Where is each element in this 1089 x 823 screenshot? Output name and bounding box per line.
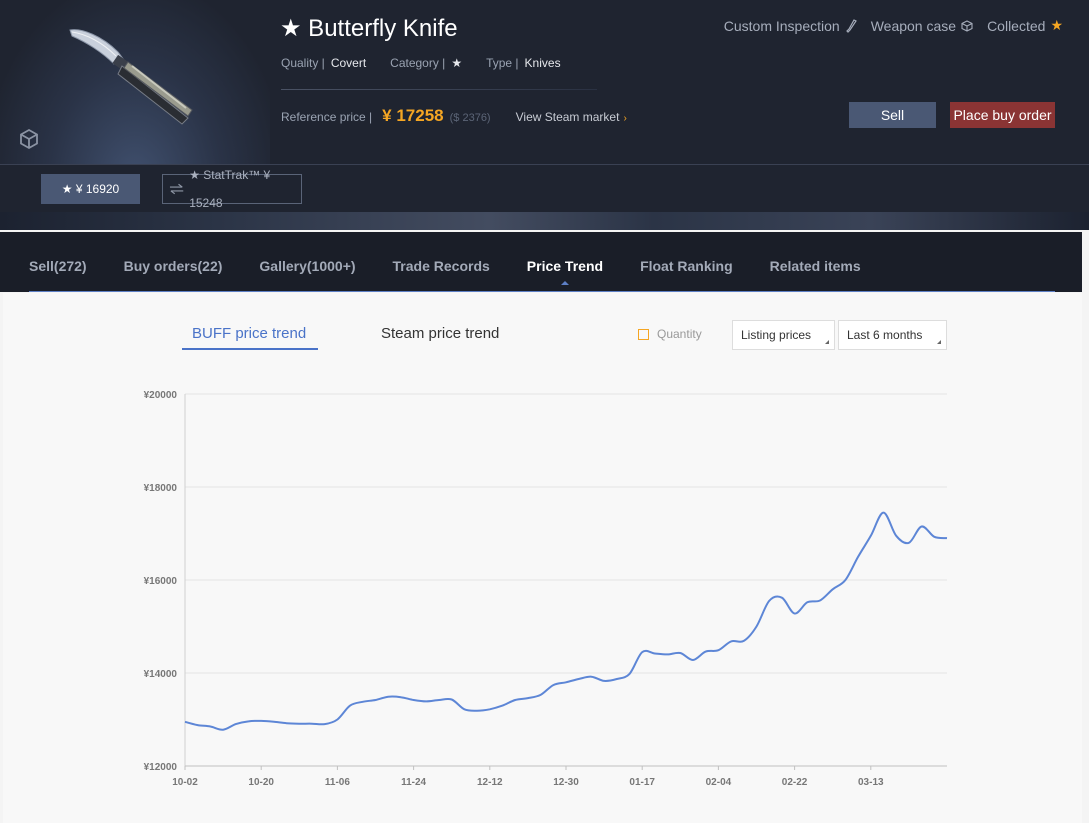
- type-value: Knives: [524, 56, 561, 70]
- item-title: ★ Butterfly Knife: [280, 15, 458, 42]
- custom-inspection-label: Custom Inspection: [723, 17, 840, 34]
- x-tick-label: 02-22: [782, 777, 808, 788]
- tab-underline: [29, 291, 1055, 292]
- x-tick-label: 12-12: [477, 777, 503, 788]
- custom-inspection-link[interactable]: Custom Inspection: [724, 17, 857, 34]
- attributes-divider: [281, 89, 597, 90]
- price-type-value: Listing prices: [741, 328, 812, 342]
- tab-price-trend[interactable]: Price Trend: [526, 258, 604, 285]
- weapon-case-label: Weapon case: [870, 17, 957, 34]
- x-tick-label: 12-30: [553, 777, 579, 788]
- x-tick-label: 03-13: [858, 777, 884, 788]
- price-trend-chart: ¥20000 ¥18000 ¥16000 ¥14000 ¥12000 10-02 10-20…: [144, 390, 948, 788]
- y-tick-label: ¥20000: [144, 390, 178, 401]
- tab-trade-records[interactable]: Trade Records: [392, 258, 490, 274]
- variant-stattrak-label: ★ StatTrak™ ¥ 15248: [189, 168, 271, 210]
- x-tick-label: 02-04: [706, 777, 732, 788]
- item-attributes: Quality | Covert Category | ★ Type | Kni…: [281, 56, 585, 70]
- item-tab-bar: Sell(272) Buy orders(22) Gallery(1000+) …: [0, 232, 1082, 292]
- cube-icon: [961, 19, 973, 32]
- knife-icon: [845, 18, 857, 33]
- collected-label: Collected: [987, 17, 1046, 34]
- price-type-select[interactable]: Listing prices: [732, 320, 835, 350]
- chevron-right-icon: ›: [623, 113, 627, 124]
- place-buy-order-button[interactable]: Place buy order: [950, 102, 1055, 128]
- tab-float-ranking[interactable]: Float Ranking: [640, 258, 733, 274]
- header-banner-strip: [0, 212, 1089, 230]
- category-value: ★: [451, 56, 463, 70]
- category-label: Category |: [390, 56, 446, 70]
- type-label: Type |: [486, 56, 519, 70]
- variant-normal-button[interactable]: ★ ¥ 16920: [41, 174, 140, 204]
- reference-price-row: Reference price | ¥ 17258 ($ 2376) View …: [281, 106, 627, 126]
- reference-price-label: Reference price |: [281, 110, 373, 124]
- time-range-value: Last 6 months: [847, 328, 923, 342]
- collect-link[interactable]: Collected ★: [987, 17, 1063, 34]
- dropdown-arrow-icon: [825, 340, 829, 344]
- item-tabs: Sell(272) Buy orders(22) Gallery(1000+) …: [29, 258, 898, 285]
- buff-price-trend-tab[interactable]: BUFF price trend: [192, 325, 307, 342]
- x-tick-label: 10-02: [172, 777, 198, 788]
- view-steam-market-label: View Steam market: [515, 110, 620, 124]
- quality-value: Covert: [330, 56, 367, 70]
- x-tick-label: 10-20: [248, 777, 274, 788]
- view-steam-market-link[interactable]: View Steam market ›: [516, 110, 627, 124]
- y-tick-label: ¥16000: [144, 576, 178, 587]
- y-tick-label: ¥14000: [144, 669, 178, 680]
- star-icon: ★: [1050, 17, 1063, 33]
- reference-price-usd: ($ 2376): [449, 112, 491, 124]
- item-actions: Custom Inspection Weapon case Collected …: [724, 17, 1063, 34]
- price-trend-panel: BUFF price trend Steam price trend Quant…: [3, 293, 1082, 823]
- quantity-checkbox[interactable]: [638, 328, 649, 340]
- cube-icon[interactable]: [18, 128, 40, 150]
- tab-gallery[interactable]: Gallery(1000+): [259, 258, 356, 274]
- x-tick-label: 11-06: [325, 777, 350, 788]
- y-tick-label: ¥18000: [144, 483, 178, 494]
- header-divider: [0, 164, 1089, 165]
- swap-icon: [169, 183, 184, 195]
- tab-related-items[interactable]: Related items: [769, 258, 861, 274]
- x-tick-label: 11-24: [401, 777, 426, 788]
- quantity-toggle[interactable]: Quantity: [638, 327, 702, 341]
- price-series-line: [184, 511, 948, 731]
- steam-price-trend-tab[interactable]: Steam price trend: [381, 325, 500, 342]
- item-header: ★ Butterfly Knife Quality | Covert Categ…: [0, 0, 1089, 230]
- reference-price: ¥ 17258: [382, 106, 444, 125]
- weapon-case-link[interactable]: Weapon case: [871, 17, 973, 34]
- dropdown-arrow-icon: [937, 340, 941, 344]
- quantity-label: Quantity: [657, 327, 702, 341]
- tab-sell[interactable]: Sell(272): [29, 258, 87, 274]
- quality-label: Quality |: [281, 56, 325, 70]
- tab-buy-orders[interactable]: Buy orders(22): [123, 258, 223, 274]
- x-tick-label: 01-17: [629, 777, 655, 788]
- time-range-select[interactable]: Last 6 months: [838, 320, 947, 350]
- sell-button[interactable]: Sell: [849, 102, 936, 128]
- y-tick-label: ¥12000: [144, 762, 178, 773]
- variant-stattrak-button[interactable]: ★ StatTrak™ ¥ 15248: [162, 168, 302, 210]
- buff-tab-underline: [182, 348, 318, 350]
- butterfly-knife-image: [69, 29, 193, 125]
